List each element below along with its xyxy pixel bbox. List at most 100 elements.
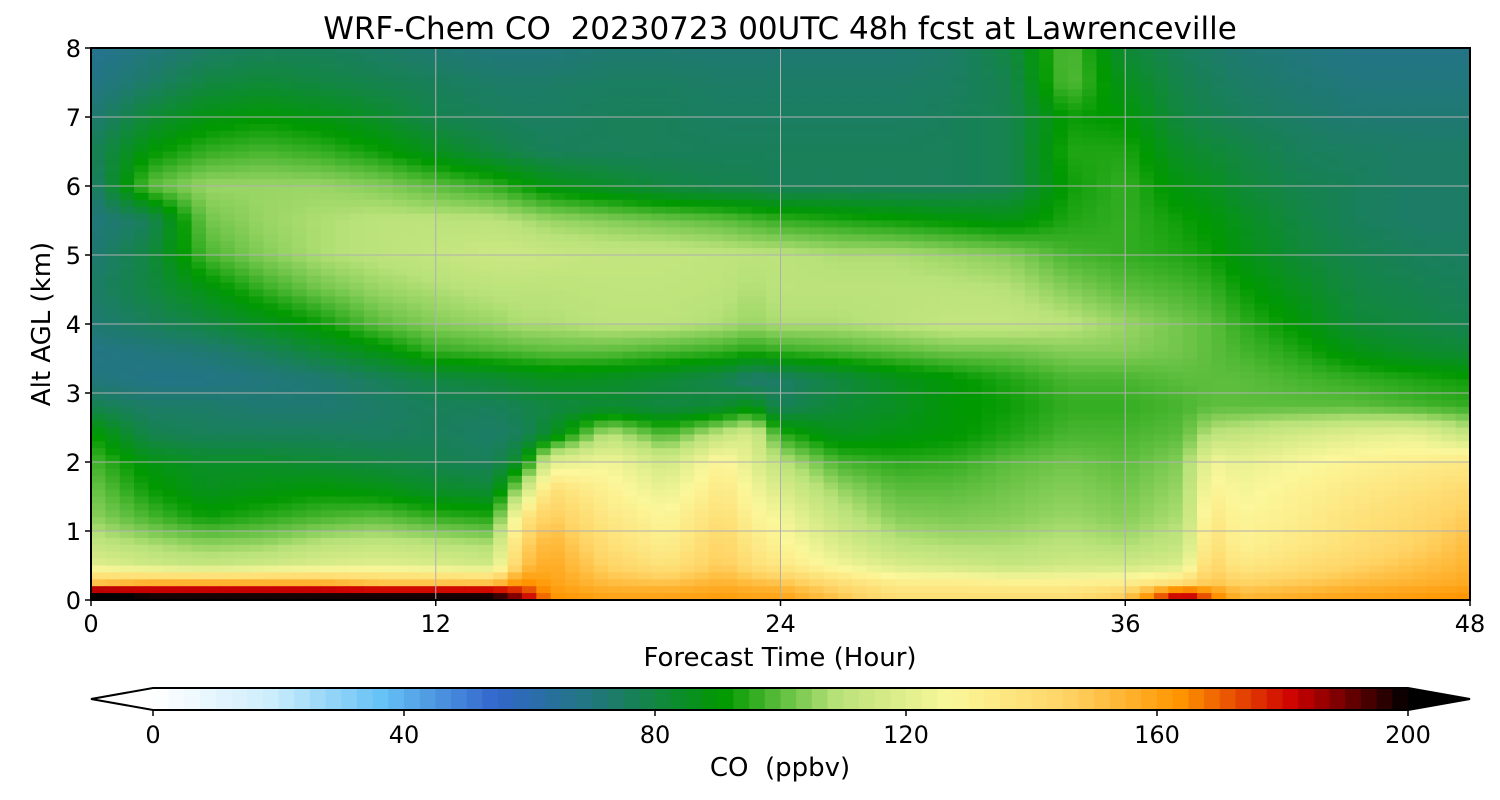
- heatmap-cell: [593, 324, 609, 332]
- heatmap-cell: [1197, 351, 1213, 360]
- heatmap-cell: [450, 324, 466, 332]
- heatmap-cell: [536, 54, 552, 63]
- heatmap-cell: [938, 96, 954, 104]
- heatmap-cell: [1283, 48, 1299, 56]
- heatmap-cell: [1326, 330, 1342, 339]
- heatmap-cell: [852, 310, 868, 318]
- heatmap-cell: [91, 186, 106, 194]
- heatmap-cell: [205, 110, 221, 118]
- heatmap-cell: [292, 103, 308, 111]
- heatmap-cell: [924, 303, 940, 311]
- heatmap-cell: [191, 393, 207, 401]
- heatmap-cell: [335, 206, 351, 215]
- heatmap-cell: [378, 399, 394, 408]
- heatmap-cell: [823, 393, 839, 401]
- heatmap-cell: [924, 241, 940, 249]
- heatmap-cell: [162, 296, 178, 304]
- heatmap-cell: [177, 172, 193, 180]
- heatmap-cell: [995, 289, 1011, 297]
- heatmap-cell: [608, 186, 624, 194]
- heatmap-cell: [407, 351, 422, 360]
- heatmap-cell: [1268, 165, 1284, 173]
- heatmap-cell: [694, 241, 710, 249]
- heatmap-cell: [1297, 282, 1313, 291]
- heatmap-cell: [1240, 330, 1256, 339]
- heatmap-cell: [608, 110, 624, 118]
- heatmap-cell: [823, 158, 839, 166]
- heatmap-cell: [967, 282, 983, 291]
- heatmap-cell: [1369, 241, 1385, 249]
- heatmap-cell: [608, 296, 624, 304]
- heatmap-cell: [1412, 358, 1428, 366]
- heatmap-cell: [924, 110, 940, 118]
- heatmap-cell: [349, 213, 365, 222]
- heatmap-cell: [1412, 151, 1428, 159]
- heatmap-cell: [952, 192, 968, 201]
- heatmap-cell: [134, 234, 150, 242]
- heatmap-cell: [220, 117, 236, 125]
- heatmap-cell: [1067, 324, 1083, 332]
- heatmap-cell: [766, 192, 782, 201]
- heatmap-cell: [536, 186, 552, 194]
- heatmap-cell: [91, 399, 106, 408]
- heatmap-cell: [1125, 358, 1141, 366]
- heatmap-cell: [780, 48, 796, 56]
- heatmap-cell: [1369, 213, 1385, 222]
- heatmap-cell: [1197, 227, 1213, 235]
- heatmap-cell: [1010, 303, 1026, 311]
- heatmap-cell: [363, 192, 379, 201]
- heatmap-cell: [809, 393, 825, 401]
- heatmap-cell: [608, 241, 624, 249]
- heatmap-cell: [1297, 213, 1313, 222]
- heatmap-cell: [1110, 213, 1126, 222]
- heatmap-cell: [723, 199, 738, 208]
- heatmap-cell: [866, 317, 882, 325]
- heatmap-cell: [823, 110, 839, 118]
- heatmap-cell: [1096, 365, 1112, 373]
- heatmap-cell: [464, 61, 480, 70]
- heatmap-cell: [220, 275, 236, 284]
- heatmap-cell: [1182, 68, 1198, 77]
- heatmap-cell: [1355, 296, 1371, 304]
- heatmap-cell: [565, 351, 580, 360]
- heatmap-cell: [837, 144, 853, 153]
- heatmap-cell: [938, 379, 954, 387]
- heatmap-cell: [148, 137, 164, 146]
- heatmap-cell: [1426, 234, 1442, 242]
- heatmap-cell: [1053, 337, 1069, 346]
- heatmap-cell: [1010, 110, 1026, 118]
- heatmap-cell: [665, 137, 681, 146]
- heatmap-cell: [708, 303, 724, 311]
- heatmap-cell: [1412, 186, 1428, 194]
- heatmap-cell: [1067, 303, 1083, 311]
- heatmap-cell: [1182, 358, 1198, 366]
- heatmap-cell: [881, 82, 897, 90]
- heatmap-cell: [1326, 241, 1342, 249]
- heatmap-cell: [708, 151, 724, 159]
- heatmap-cell: [565, 206, 580, 215]
- heatmap-cell: [450, 186, 466, 194]
- heatmap-cell: [852, 248, 868, 256]
- heatmap-cell: [608, 96, 624, 104]
- heatmap-cell: [1024, 351, 1040, 360]
- heatmap-cell: [1412, 379, 1428, 387]
- heatmap-cell: [981, 248, 997, 256]
- heatmap-cell: [1283, 324, 1299, 332]
- heatmap-cell: [1268, 68, 1284, 77]
- heatmap-cell: [1240, 393, 1256, 401]
- heatmap-cell: [593, 68, 609, 77]
- heatmap-cell: [1326, 296, 1342, 304]
- heatmap-cell: [378, 261, 394, 270]
- heatmap-cell: [450, 117, 466, 125]
- heatmap-cell: [924, 379, 940, 387]
- heatmap-cell: [191, 192, 207, 201]
- heatmap-cell: [866, 151, 882, 159]
- heatmap-cell: [320, 351, 336, 360]
- heatmap-cell: [177, 227, 193, 235]
- heatmap-cell: [723, 393, 738, 401]
- heatmap-cell: [809, 365, 825, 373]
- heatmap-cell: [981, 179, 997, 187]
- heatmap-cell: [292, 89, 308, 97]
- heatmap-cell: [1168, 206, 1184, 215]
- heatmap-cell: [766, 220, 782, 228]
